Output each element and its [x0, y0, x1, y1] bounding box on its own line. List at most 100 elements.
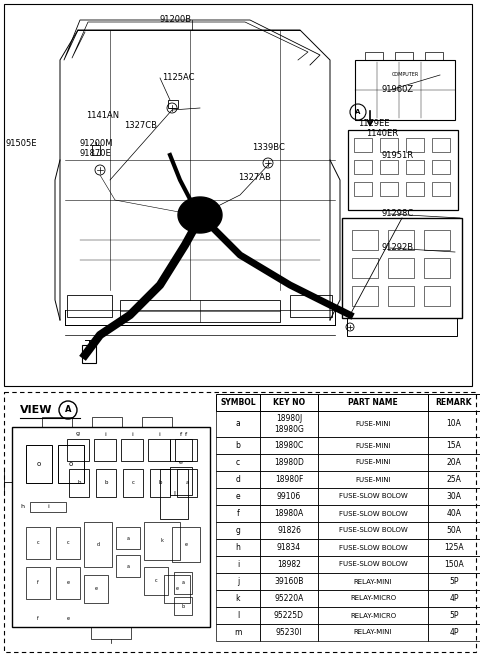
Text: A: A [355, 109, 360, 115]
Bar [67, 439, 89, 461]
Text: 18980J
18980G: 18980J 18980G [274, 415, 304, 434]
Text: FUSE-MINI: FUSE-MINI [355, 443, 391, 449]
Text: a: a [127, 564, 130, 569]
Bar [260, 539, 318, 556]
Bar [26, 567, 50, 599]
Text: c: c [67, 541, 69, 546]
Text: b: b [236, 441, 240, 450]
Bar [428, 394, 480, 411]
Text: h: h [20, 504, 24, 510]
Bar [318, 411, 428, 437]
Text: 99106: 99106 [277, 492, 301, 501]
Bar [260, 607, 318, 624]
Bar [172, 527, 200, 562]
Bar [26, 445, 52, 483]
Text: 18980A: 18980A [275, 509, 304, 518]
Bar [290, 295, 332, 317]
Text: FUSE-MINI: FUSE-MINI [355, 459, 391, 466]
Text: 5P: 5P [449, 577, 459, 586]
Bar [318, 488, 428, 505]
Text: b: b [181, 604, 185, 609]
Text: f: f [37, 581, 39, 586]
Bar [424, 286, 450, 306]
Bar [84, 522, 112, 567]
Bar [58, 445, 84, 483]
Text: e: e [179, 459, 183, 464]
Bar [144, 522, 180, 560]
Text: 39160B: 39160B [274, 577, 304, 586]
Text: REMARK: REMARK [436, 398, 472, 407]
Bar [170, 467, 192, 495]
Bar [216, 607, 260, 624]
Bar [388, 258, 414, 278]
Bar [121, 439, 143, 461]
Bar [116, 527, 140, 549]
Bar [428, 437, 480, 454]
Text: KEY NO: KEY NO [273, 398, 305, 407]
Bar [4, 392, 476, 652]
Bar [96, 469, 116, 497]
Bar [92, 145, 100, 155]
Text: 50A: 50A [446, 526, 461, 535]
Bar [380, 138, 398, 152]
Text: 91200B: 91200B [160, 16, 192, 24]
Bar [148, 439, 170, 461]
Text: 15A: 15A [446, 441, 461, 450]
Bar [216, 590, 260, 607]
Text: j: j [237, 577, 239, 586]
Bar [216, 505, 260, 522]
Text: 4P: 4P [449, 594, 459, 603]
Bar [365, 52, 383, 60]
Bar [216, 539, 260, 556]
Text: 91960Z: 91960Z [382, 85, 414, 94]
Bar [26, 527, 50, 559]
Bar [12, 427, 210, 627]
Bar [150, 469, 170, 497]
Text: i: i [158, 432, 160, 436]
Bar [84, 575, 108, 603]
Bar [406, 182, 424, 196]
Bar [170, 439, 192, 461]
Bar [216, 624, 260, 641]
Text: c: c [155, 579, 157, 583]
Bar [318, 573, 428, 590]
Text: 5P: 5P [449, 611, 459, 620]
Bar [175, 439, 197, 461]
Bar [380, 182, 398, 196]
Text: 95230I: 95230I [276, 628, 302, 637]
Text: g: g [76, 432, 80, 436]
Text: a: a [236, 419, 240, 428]
Bar [428, 573, 480, 590]
Bar [318, 505, 428, 522]
Bar [216, 454, 260, 471]
Bar [318, 624, 428, 641]
Bar [260, 437, 318, 454]
Bar [42, 417, 72, 427]
Bar [67, 295, 112, 317]
Bar [388, 286, 414, 306]
Text: c: c [132, 480, 134, 485]
Text: 1327AB: 1327AB [238, 173, 271, 182]
Bar [123, 469, 143, 497]
Bar [428, 539, 480, 556]
Text: 18982: 18982 [277, 560, 301, 569]
Bar [395, 52, 413, 60]
Bar [216, 471, 260, 488]
Text: 1125AC: 1125AC [162, 73, 194, 83]
Text: m: m [234, 628, 242, 637]
Bar [260, 394, 318, 411]
Text: a: a [185, 480, 189, 485]
Text: 91870E: 91870E [79, 150, 111, 159]
Text: 91200M: 91200M [79, 140, 112, 148]
Bar [432, 160, 450, 174]
Bar [160, 469, 188, 519]
Bar [428, 454, 480, 471]
Text: a: a [127, 535, 130, 541]
Bar [82, 345, 96, 363]
Text: 91826: 91826 [277, 526, 301, 535]
Text: l: l [237, 611, 239, 620]
Text: 20A: 20A [446, 458, 461, 467]
Bar [318, 607, 428, 624]
Text: i: i [131, 432, 133, 436]
Text: l: l [173, 491, 175, 497]
